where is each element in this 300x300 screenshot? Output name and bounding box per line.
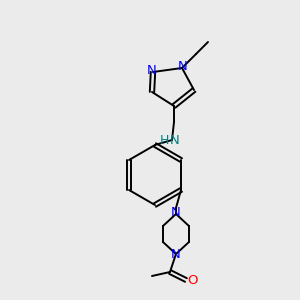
Text: N: N <box>147 64 157 77</box>
Text: N: N <box>171 206 181 220</box>
Text: N: N <box>171 248 181 262</box>
Text: H: H <box>159 134 169 148</box>
Text: O: O <box>188 274 198 286</box>
Text: N: N <box>170 134 180 148</box>
Text: N: N <box>178 61 188 74</box>
